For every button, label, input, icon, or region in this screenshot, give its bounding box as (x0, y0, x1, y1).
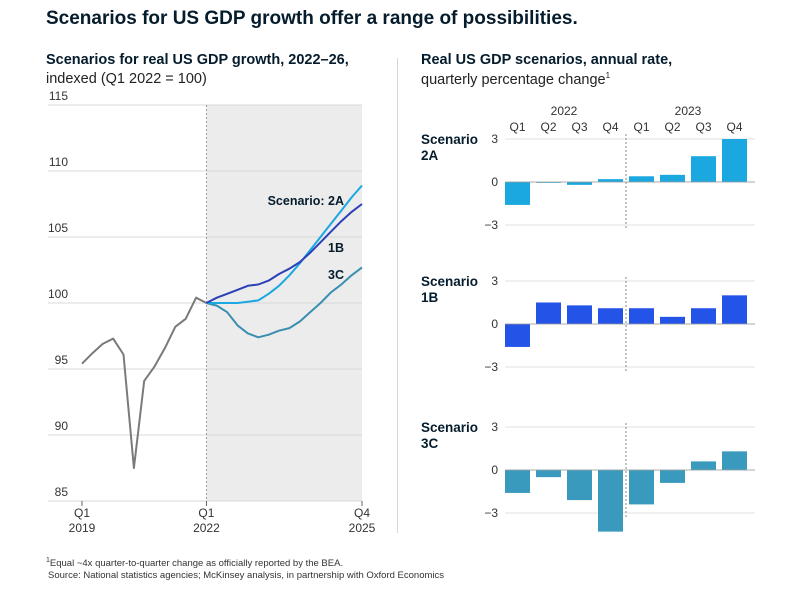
quarter-label: Q4 (726, 120, 742, 134)
year-label: 2023 (675, 104, 702, 118)
bar-3C-4 (598, 470, 623, 532)
bar-2A-7 (691, 156, 716, 182)
scenario-3C-label: 3C (328, 268, 344, 282)
footnote-source: Source: National statistics agencies; Mc… (48, 570, 445, 582)
quarter-label: Q2 (540, 120, 556, 134)
y-tick-label: 90 (55, 419, 69, 433)
quarter-label: Q1 (509, 120, 525, 134)
bar-2A-8 (722, 139, 747, 182)
bar-y-tick-label: 0 (491, 175, 498, 189)
y-tick-label: 85 (55, 485, 69, 499)
scenario-1B-label: 1B (328, 241, 344, 255)
bar-y-tick-label: −3 (484, 218, 498, 232)
bar-y-tick-label: 3 (491, 274, 498, 288)
bar-1B-8 (722, 295, 747, 324)
bar-3C-7 (691, 461, 716, 470)
bar-1B-4 (598, 308, 623, 324)
bar-y-tick-label: 3 (491, 132, 498, 146)
bar-1B-5 (629, 308, 654, 324)
y-tick-label: 95 (55, 353, 69, 367)
scenario-2A-label: Scenario: 2A (268, 194, 344, 208)
bar-3C-6 (660, 470, 685, 483)
bar-y-tick-label: −3 (484, 506, 498, 520)
scenario-label-1B: Scenario (421, 274, 478, 289)
bar-3C-8 (722, 451, 747, 470)
x-tick-label: Q4 (354, 506, 370, 520)
line-chart: 859095100105110115Q12019Q12022Q42025Scen… (48, 89, 376, 535)
main-title: Scenarios for US GDP growth offer a rang… (46, 8, 578, 29)
quarter-label: Q3 (571, 120, 587, 134)
bar-1B-6 (660, 316, 685, 324)
scenario-code-1B: 1B (421, 290, 439, 305)
bar-1B-3 (567, 305, 592, 324)
right-chart-subtitle-text: quarterly percentage change (421, 71, 606, 88)
scenario-3C-line (206, 266, 363, 339)
x-tick-year: 2025 (349, 521, 376, 535)
bar-1B-7 (691, 308, 716, 324)
scenario-code-3C: 3C (421, 436, 439, 451)
quarter-label: Q3 (695, 120, 711, 134)
left-chart-subtitle: indexed (Q1 2022 = 100) (46, 71, 207, 87)
bar-y-tick-label: −3 (484, 360, 498, 374)
scenario-2A-line (206, 184, 363, 304)
scenario-label-3C: Scenario (421, 420, 478, 435)
year-label: 2022 (551, 104, 578, 118)
bar-y-tick-label: 0 (491, 317, 498, 331)
footnote-note-marker: 1 (46, 557, 50, 564)
right-chart-subtitle: quarterly percentage change1 (421, 71, 610, 88)
bar-3C-1 (505, 470, 530, 493)
x-tick-year: 2019 (69, 521, 96, 535)
history-line (81, 296, 207, 469)
footnote-marker: 1 (605, 71, 611, 80)
bar-y-tick-label: 0 (491, 463, 498, 477)
scenario-label-2A: Scenario (421, 132, 478, 147)
x-tick-label: Q1 (198, 506, 214, 520)
quarter-label: Q1 (633, 120, 649, 134)
left-chart-title: Scenarios for real US GDP growth, 2022–2… (46, 52, 349, 68)
x-tick-year: 2022 (193, 521, 220, 535)
bar-1B-2 (536, 302, 561, 324)
bar-3C-2 (536, 470, 561, 478)
scenario-code-2A: 2A (421, 148, 439, 163)
y-tick-label: 115 (49, 89, 68, 103)
bar-2A-1 (505, 182, 530, 205)
footnote: 1Equal ~4x quarter-to-quarter change as … (46, 555, 444, 582)
footnote-note: 1Equal ~4x quarter-to-quarter change as … (46, 555, 444, 570)
quarter-label: Q4 (602, 120, 618, 134)
bar-3C-3 (567, 470, 592, 501)
footnote-note-text: Equal ~4x quarter-to-quarter change as o… (49, 558, 344, 570)
panel-divider (397, 58, 398, 533)
scenario-1B-line (205, 203, 363, 304)
bar-3C-5 (629, 470, 654, 505)
bar-1B-1 (505, 324, 530, 347)
bar-y-tick-label: 3 (491, 420, 498, 434)
bar-2A-5 (629, 176, 654, 182)
x-tick-label: Q1 (74, 506, 90, 520)
bar-2A-6 (660, 174, 685, 182)
y-tick-label: 105 (48, 221, 68, 235)
y-tick-label: 100 (48, 287, 68, 301)
right-chart-title: Real US GDP scenarios, annual rate, (421, 52, 673, 68)
quarter-label: Q2 (664, 120, 680, 134)
bar-2A-3 (567, 182, 592, 185)
y-tick-label: 110 (49, 155, 68, 169)
bar-2A-4 (598, 179, 623, 182)
